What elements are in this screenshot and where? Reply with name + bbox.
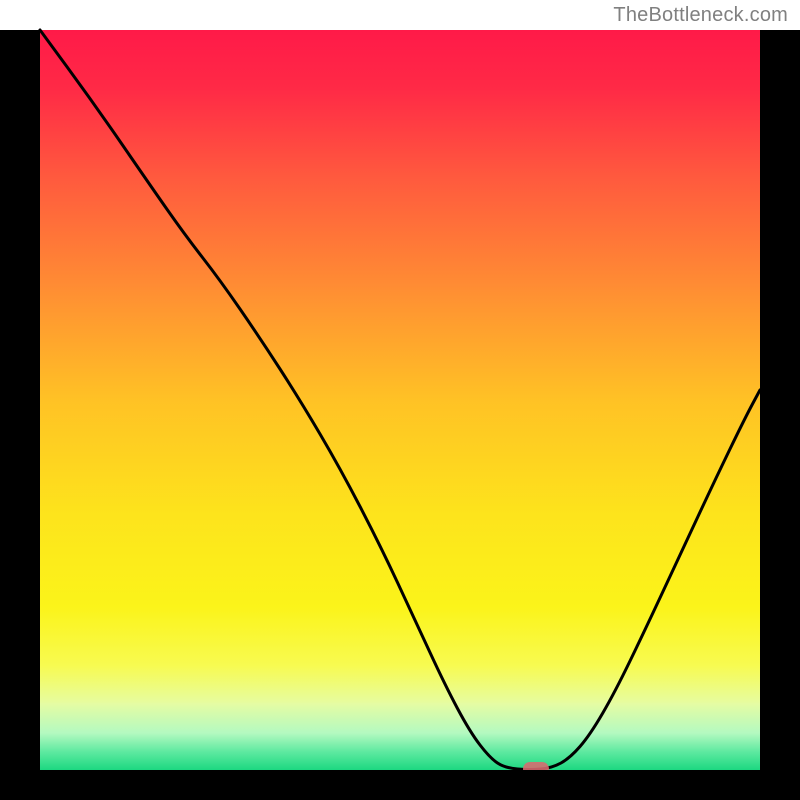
curve-layer (0, 0, 800, 800)
optimum-marker (523, 762, 549, 776)
gradient-band (40, 752, 760, 771)
gradient-band (40, 733, 760, 752)
frame-bar (0, 30, 40, 800)
gradient-band (40, 30, 760, 90)
frame-bar (0, 770, 800, 800)
chart-container: { "watermark": { "text": "TheBottleneck.… (0, 0, 800, 800)
gradient-band (40, 607, 760, 667)
gradient-band (40, 89, 760, 178)
gradient-band (40, 178, 760, 290)
bottleneck-curve (40, 30, 760, 770)
gradient-band (40, 703, 760, 733)
gradient-band (40, 666, 760, 704)
gradient-band (40, 400, 760, 512)
gradient-band (40, 511, 760, 608)
header-area (0, 0, 800, 30)
frame-bar (760, 30, 800, 800)
watermark-text: TheBottleneck.com (613, 4, 788, 27)
gradient-band (40, 289, 760, 401)
